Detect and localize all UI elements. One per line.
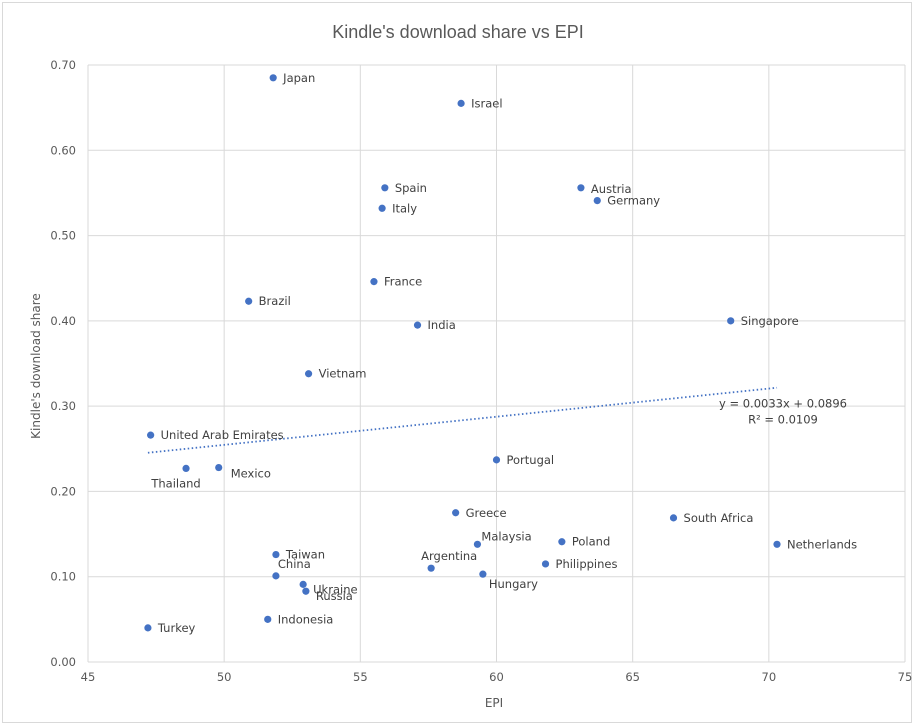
label-hungary: Hungary xyxy=(489,577,538,591)
label-vietnam: Vietnam xyxy=(319,367,367,381)
x-tick-label: 55 xyxy=(353,670,368,684)
point-israel xyxy=(457,99,465,107)
label-brazil: Brazil xyxy=(259,294,291,308)
y-tick-label: 0.30 xyxy=(50,399,76,413)
label-turkey: Turkey xyxy=(157,621,196,635)
point-ukraine xyxy=(299,580,307,588)
label-india: India xyxy=(428,318,456,332)
label-indonesia: Indonesia xyxy=(278,612,334,626)
chart-title: Kindle's download share vs EPI xyxy=(332,22,584,42)
label-netherlands: Netherlands xyxy=(787,537,857,551)
label-mexico: Mexico xyxy=(231,467,271,481)
point-japan xyxy=(269,74,277,82)
x-tick-label: 60 xyxy=(489,670,504,684)
label-singapore: Singapore xyxy=(741,314,799,328)
trendline-r-squared: R² = 0.0109 xyxy=(748,413,818,427)
point-spain xyxy=(381,184,389,192)
point-germany xyxy=(593,197,601,205)
label-portugal: Portugal xyxy=(507,453,555,467)
point-malaysia xyxy=(473,540,482,548)
y-tick-label: 0.60 xyxy=(50,143,76,157)
y-tick-label: 0.20 xyxy=(50,484,76,498)
point-austria xyxy=(577,184,585,192)
point-russia xyxy=(302,587,310,595)
point-indonesia xyxy=(264,615,272,623)
point-taiwan xyxy=(272,550,280,559)
tick-labels: 0.00 0.10 0.20 0.30 0.40 0.50 0.60 0.70 45 50 55 60… xyxy=(50,58,912,684)
label-russia: Russia xyxy=(316,589,353,603)
y-axis-title: Kindle's download share xyxy=(29,293,43,439)
point-mexico xyxy=(215,463,223,472)
point-india xyxy=(413,321,422,329)
trendline-equation: y = 0.0033x + 0.0896 xyxy=(719,397,847,411)
point-vietnam xyxy=(304,370,313,378)
label-south-africa: South Africa xyxy=(684,511,754,525)
point-hungary xyxy=(479,570,487,578)
label-taiwan: Taiwan xyxy=(285,548,325,562)
trendline-layer: y = 0.0033x + 0.0896 R² = 0.0109 xyxy=(147,386,847,454)
point-thailand xyxy=(182,464,190,473)
label-italy: Italy xyxy=(392,201,417,215)
grid-layer xyxy=(87,64,906,663)
trendline xyxy=(147,386,778,454)
point-greece xyxy=(452,509,460,517)
y-tick-label: 0.00 xyxy=(50,655,76,669)
point-france xyxy=(370,278,378,286)
label-japan: Japan xyxy=(282,71,315,85)
point-portugal xyxy=(492,456,501,464)
label-germany: Germany xyxy=(607,194,660,208)
point-turkey xyxy=(144,624,152,632)
point-united-arab-emirates xyxy=(147,431,155,439)
x-tick-label: 70 xyxy=(762,670,777,684)
point-south-africa xyxy=(669,514,678,522)
x-tick-label: 45 xyxy=(81,670,96,684)
point-netherlands xyxy=(773,540,781,548)
y-tick-label: 0.70 xyxy=(50,58,76,72)
point-china xyxy=(272,572,280,580)
point-italy xyxy=(378,204,386,212)
label-spain: Spain xyxy=(395,181,427,195)
label-ukraine: Ukraine xyxy=(313,582,357,596)
label-united-arab-emirates: United Arab Emirates xyxy=(161,428,284,442)
points-layer xyxy=(144,74,781,632)
x-tick-label: 50 xyxy=(217,670,232,684)
label-israel: Israel xyxy=(471,96,502,110)
y-tick-label: 0.40 xyxy=(50,314,76,328)
label-argentina: Argentina xyxy=(421,549,477,563)
point-poland xyxy=(558,538,566,546)
label-poland: Poland xyxy=(572,535,610,549)
x-tick-label: 75 xyxy=(898,670,913,684)
y-tick-label: 0.50 xyxy=(50,229,76,243)
label-philippines: Philippines xyxy=(556,557,618,571)
x-axis-title: EPI xyxy=(485,696,503,710)
label-thailand: Thailand xyxy=(150,476,200,490)
y-tick-label: 0.10 xyxy=(50,570,76,584)
label-china: China xyxy=(278,557,311,571)
point-argentina xyxy=(427,564,435,572)
label-greece: Greece xyxy=(466,506,507,520)
point-brazil xyxy=(245,297,253,305)
label-austria: Austria xyxy=(591,182,632,196)
label-france: France xyxy=(384,275,422,289)
point-philippines xyxy=(541,560,550,568)
x-tick-label: 65 xyxy=(625,670,640,684)
point-singapore xyxy=(727,317,735,325)
label-malaysia: Malaysia xyxy=(481,529,531,543)
